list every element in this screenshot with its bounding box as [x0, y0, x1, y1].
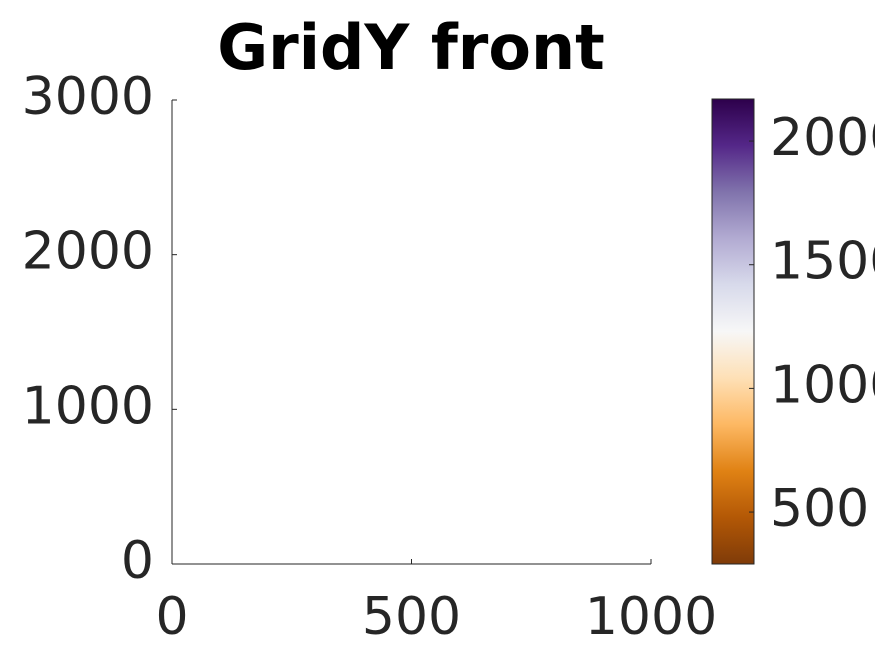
colorbar — [711, 98, 755, 565]
x-tick-label: 500 — [362, 587, 461, 647]
x-tick-label: 1000 — [585, 587, 717, 647]
y-tick-label: 3000 — [22, 67, 154, 127]
y-tick-label: 2000 — [22, 222, 154, 282]
y-tick-label: 0 — [121, 531, 154, 591]
y-tick-label: 1000 — [22, 376, 154, 436]
chart-title: GridY front — [217, 11, 605, 84]
colorbar-tick-label: 500 — [770, 479, 869, 539]
colorbar-tick-label: 1000 — [770, 355, 875, 415]
x-tick-label: 0 — [155, 587, 188, 647]
colorbar-tick-label: 2000 — [770, 108, 875, 168]
colorbar-tick-label: 1500 — [770, 232, 875, 292]
